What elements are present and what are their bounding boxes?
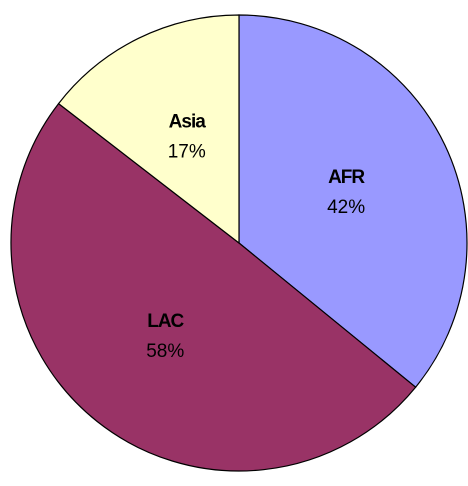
pie-slice <box>57 14 240 245</box>
value-label: 58% <box>146 341 184 362</box>
value-label: 17% <box>168 142 206 163</box>
pie-slice <box>10 102 417 472</box>
slice-label: Asia <box>169 112 207 133</box>
slice-label: AFR <box>328 167 365 188</box>
pie-slice <box>238 14 468 389</box>
slice-label: LAC <box>147 311 184 332</box>
value-label: 42% <box>327 197 365 218</box>
